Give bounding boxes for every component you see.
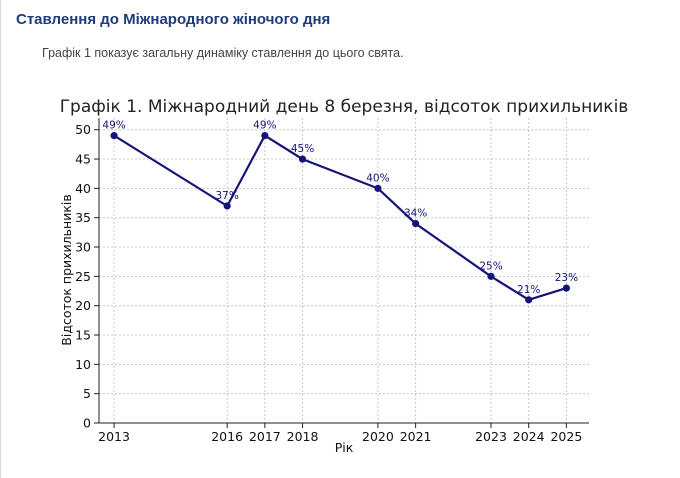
chart-axes	[98, 118, 589, 424]
data-point	[562, 284, 570, 292]
data-label: 21%	[517, 284, 540, 296]
data-point	[110, 131, 118, 140]
y-tick-label: 30	[75, 240, 91, 255]
data-label: 45%	[291, 143, 314, 155]
y-tick-label: 20	[75, 298, 91, 313]
y-tick-label: 45	[75, 152, 91, 167]
x-tick-label: 2025	[550, 429, 582, 444]
y-tick-label: 5	[83, 386, 91, 401]
data-point	[223, 202, 231, 210]
data-point	[525, 296, 533, 304]
data-label: 49%	[253, 120, 276, 132]
x-tick-label: 2024	[513, 429, 545, 444]
y-tick-label: 15	[75, 328, 91, 343]
data-label: 23%	[555, 272, 578, 284]
data-point	[261, 131, 269, 140]
y-axis-label: Відсоток прихильників	[59, 194, 74, 345]
y-tick-label: 35	[75, 210, 91, 225]
data-point	[487, 272, 495, 280]
x-tick-label: 2017	[249, 429, 281, 444]
y-tick-label: 50	[75, 122, 91, 137]
data-label: 49%	[102, 120, 125, 132]
data-label: 34%	[404, 208, 427, 220]
x-tick-label: 2021	[400, 429, 432, 444]
x-tick-label: 2020	[362, 429, 394, 444]
data-point	[374, 184, 382, 192]
x-tick-label: 2018	[287, 429, 319, 444]
y-tick-label: 10	[75, 357, 91, 372]
chart-title: Графік 1. Міжнародний день 8 березня, ві…	[60, 97, 629, 117]
data-label: 37%	[215, 190, 238, 202]
section-heading: Ставлення до Міжнародного жіночого дня	[16, 11, 331, 28]
data-point	[412, 219, 420, 228]
y-tick-label: 0	[83, 416, 91, 431]
chart-grid	[99, 118, 589, 424]
line-chart: Графік 1. Міжнародний день 8 березня, ві…	[59, 97, 629, 455]
y-tick-label: 40	[75, 181, 91, 196]
data-label: 25%	[479, 260, 502, 272]
data-point	[298, 155, 307, 163]
x-tick-label: 2013	[98, 429, 130, 444]
intro-text: Графік 1 показує загальну динаміку ставл…	[42, 46, 404, 60]
x-tick-label: 2016	[211, 429, 243, 444]
x-tick-label: 2023	[475, 429, 507, 444]
chart-series: 49% 37% 49% 45% 40% 34% 25% 21% 23%	[102, 120, 578, 304]
left-border	[0, 0, 1, 478]
x-axis-label: Рік	[335, 440, 354, 455]
y-tick-label: 25	[75, 269, 91, 284]
data-label: 40%	[366, 172, 389, 184]
